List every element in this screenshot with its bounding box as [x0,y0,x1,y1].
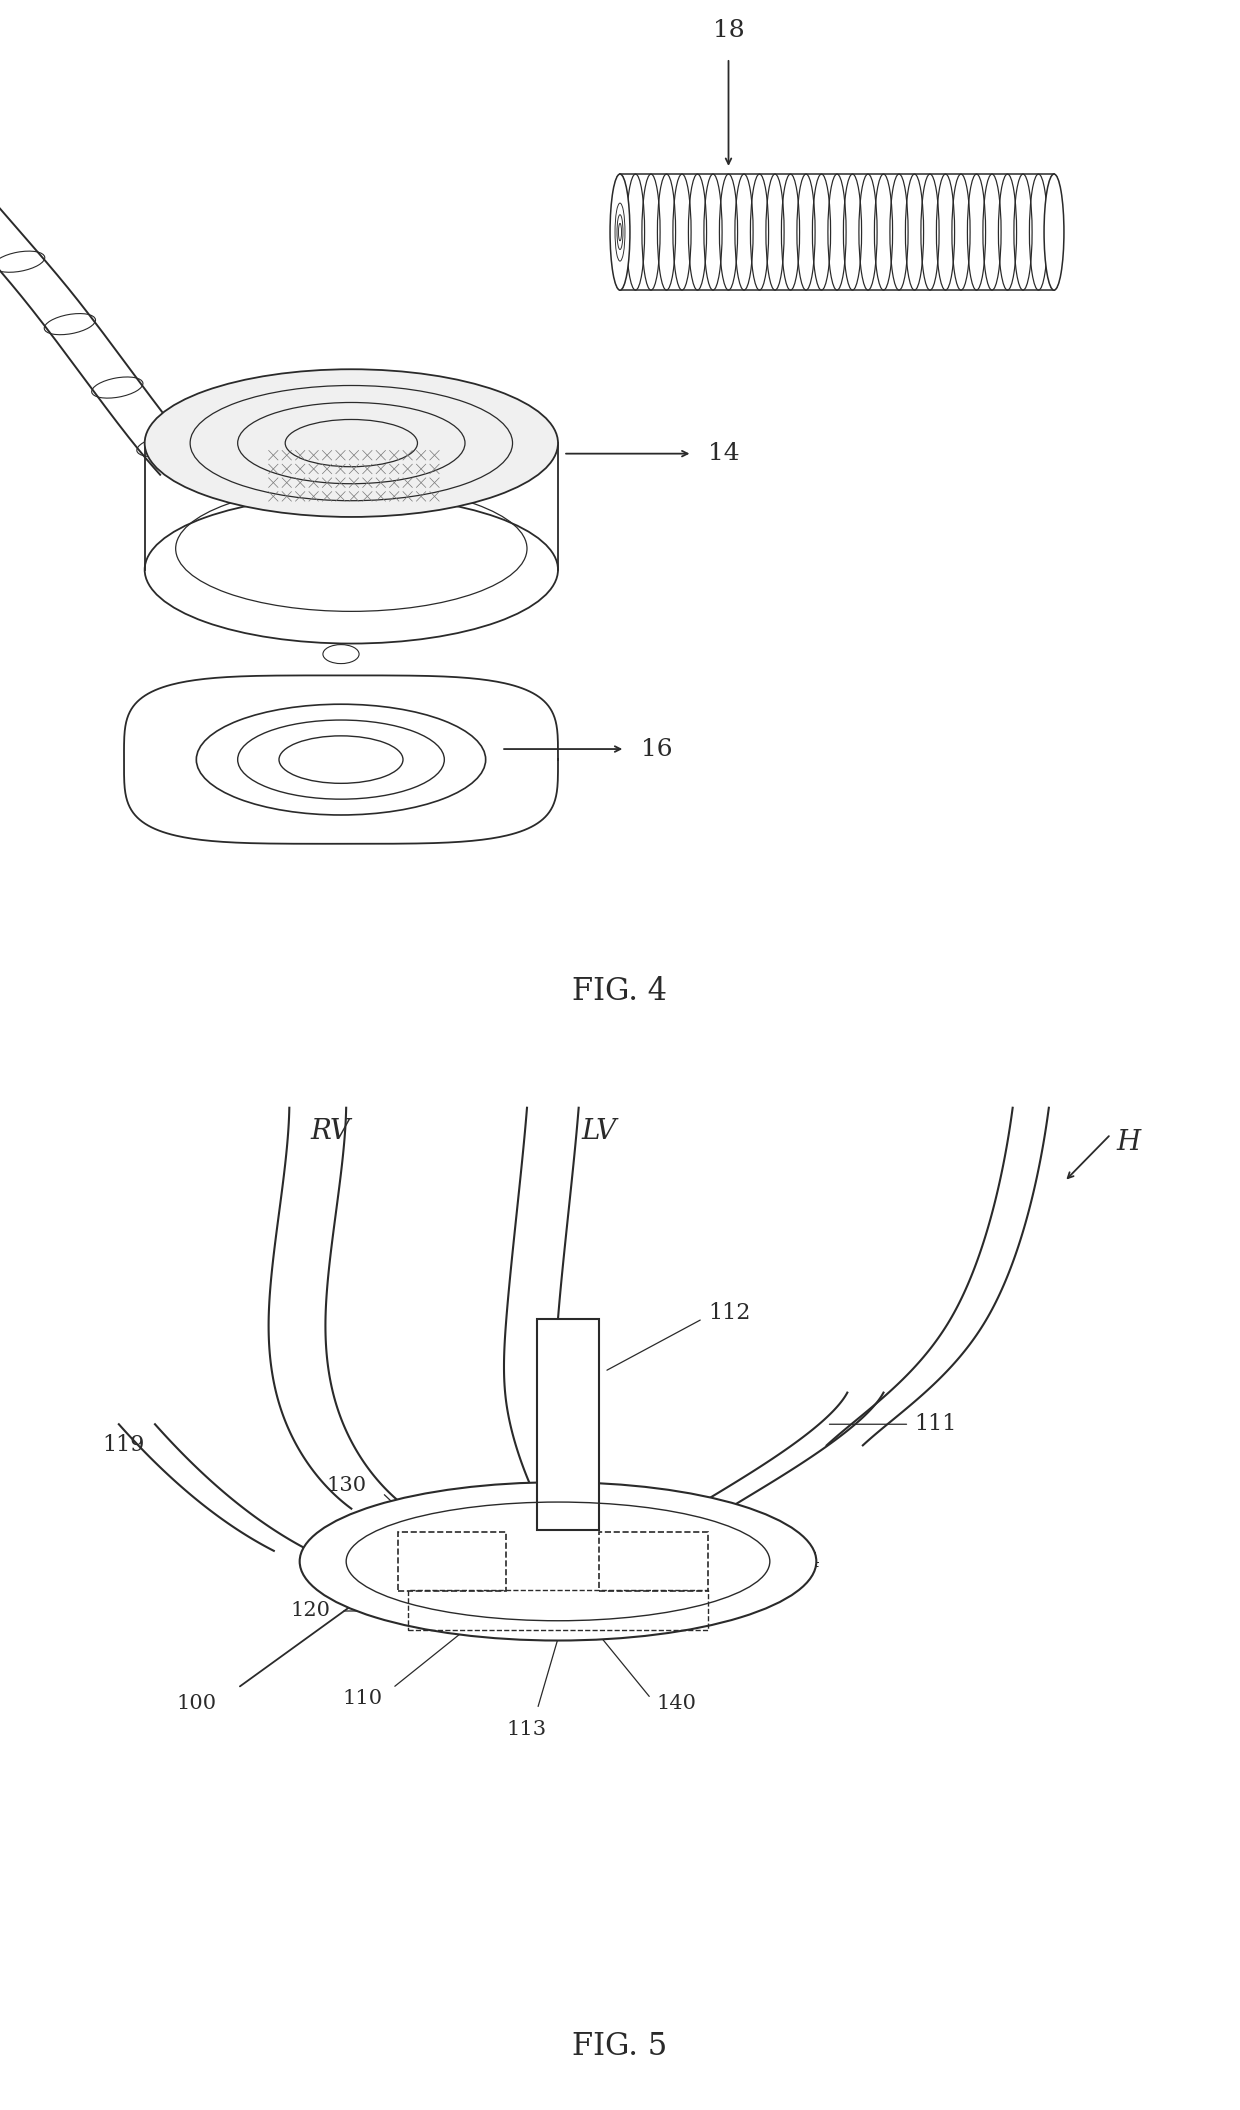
Polygon shape [124,675,558,844]
Bar [537,1319,599,1530]
Ellipse shape [145,369,558,517]
Text: 112: 112 [708,1302,750,1325]
Ellipse shape [279,736,403,783]
Text: 140: 140 [656,1694,696,1713]
Text: 110: 110 [342,1688,382,1709]
Text: 111: 111 [914,1414,957,1435]
Text: 16: 16 [641,738,672,760]
Ellipse shape [610,173,630,289]
Bar [599,1532,708,1591]
Text: FIG. 4: FIG. 4 [573,977,667,1006]
Ellipse shape [1044,173,1064,289]
Text: LV: LV [582,1118,616,1146]
Text: 119: 119 [102,1435,145,1456]
Text: 130: 130 [326,1475,367,1496]
Ellipse shape [300,1481,816,1642]
Text: 100: 100 [177,1694,217,1713]
Text: 120: 120 [290,1601,331,1620]
Text: FIG. 5: FIG. 5 [573,2032,667,2061]
Bar [408,1591,708,1629]
Text: RV: RV [311,1118,351,1146]
Text: 18: 18 [713,19,744,42]
Ellipse shape [145,496,558,644]
Text: 114: 114 [780,1551,820,1572]
Bar [398,1532,506,1591]
Polygon shape [620,175,1054,289]
Text: 113: 113 [507,1720,547,1739]
Text: 14: 14 [708,443,739,464]
Text: H: H [1116,1129,1141,1156]
